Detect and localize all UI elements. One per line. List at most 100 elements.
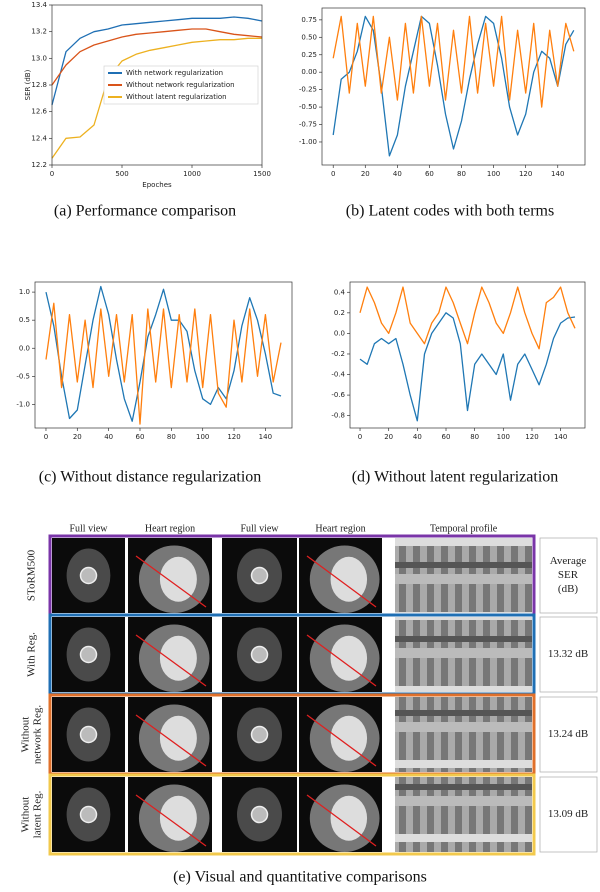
y-tick-label: 0.5 — [19, 316, 30, 324]
x-tick-label: 40 — [413, 433, 422, 441]
y-tick-label: 1.0 — [19, 288, 30, 296]
ser-value: 13.32 dB — [548, 648, 588, 660]
x-tick-label: 20 — [361, 170, 370, 178]
y-tick-label: 0.4 — [334, 288, 346, 296]
plot-frame — [34, 281, 293, 429]
column-header: Heart region — [315, 523, 365, 534]
series-line — [359, 312, 576, 422]
y-tick-label: -0.50 — [299, 103, 317, 111]
x-tick-label: 140 — [551, 170, 564, 178]
profile-line — [306, 714, 377, 767]
series-line — [51, 16, 263, 106]
ser-cell — [539, 776, 598, 853]
x-tick-label: 140 — [554, 433, 567, 441]
heart-chamber — [330, 556, 368, 602]
y-tick-label: 12.4 — [31, 134, 47, 142]
y-tick-label: 13.2 — [31, 28, 47, 36]
temporal-profile — [395, 538, 532, 613]
y-tick-label: 0.0 — [19, 344, 30, 352]
heart-chamber — [159, 795, 197, 841]
column-header: Temporal profile — [430, 523, 498, 534]
mri-heart — [79, 805, 98, 824]
column-header: Full view — [240, 523, 279, 534]
x-axis-label: Epoches — [142, 181, 172, 189]
y-tick-label: 13.4 — [31, 1, 47, 9]
x-tick-label: 0 — [44, 433, 48, 441]
mri-heart — [250, 645, 269, 664]
profile-line — [306, 555, 377, 608]
row-border — [48, 773, 536, 856]
mri-heart — [79, 566, 98, 585]
legend-label: With network regularization — [126, 69, 223, 77]
heart-chamber — [159, 635, 197, 681]
column-header: Heart region — [145, 523, 195, 534]
legend-label: Without network regularization — [126, 81, 235, 89]
column-header: Full view — [69, 523, 108, 534]
y-tick-label: 12.2 — [31, 161, 47, 169]
x-tick-label: 140 — [259, 433, 272, 441]
series-line — [51, 28, 263, 86]
x-tick-label: 0 — [358, 433, 362, 441]
ser-cell — [539, 696, 598, 773]
y-tick-label: 0.50 — [301, 33, 317, 41]
plot-frame — [349, 281, 586, 429]
caption: (c) Without distance regularization — [39, 469, 262, 486]
y-tick-label: -0.2 — [331, 350, 345, 358]
heart-chamber — [159, 556, 197, 602]
y-tick-label: 0.0 — [334, 329, 345, 337]
x-tick-label: 0 — [331, 170, 335, 178]
y-tick-label: -1.00 — [299, 138, 317, 146]
mri-heart — [250, 725, 269, 744]
series-line — [332, 15, 575, 157]
x-tick-label: 80 — [167, 433, 176, 441]
caption: (e) Visual and quantitative comparisons — [173, 869, 427, 886]
series-line — [359, 286, 576, 350]
legend-box — [103, 65, 259, 105]
heart-chamber — [159, 715, 197, 761]
y-tick-label: -0.4 — [331, 371, 345, 379]
x-tick-label: 120 — [227, 433, 240, 441]
plot-frame — [51, 4, 263, 166]
ser-header: SER — [558, 569, 579, 581]
series-line — [51, 37, 262, 159]
y-tick-label: -0.5 — [16, 372, 30, 380]
series-line — [332, 15, 575, 108]
y-tick-label: -0.25 — [299, 86, 317, 94]
x-tick-label: 60 — [425, 170, 434, 178]
x-tick-label: 20 — [384, 433, 393, 441]
y-tick-label: 0.25 — [301, 51, 317, 59]
row-label: network Reg. — [32, 705, 44, 765]
profile-line — [135, 555, 207, 608]
y-tick-label: 12.6 — [31, 108, 47, 116]
x-tick-label: 100 — [497, 433, 510, 441]
y-tick-label: -0.75 — [299, 121, 317, 129]
x-tick-label: 120 — [519, 170, 532, 178]
x-tick-label: 80 — [457, 170, 466, 178]
profile-line — [306, 634, 377, 687]
x-tick-label: 1000 — [183, 170, 201, 178]
mri-heart — [79, 725, 98, 744]
x-tick-label: 60 — [136, 433, 145, 441]
y-tick-label: 0.2 — [334, 309, 345, 317]
y-tick-label: -1.0 — [16, 400, 30, 408]
row-label: Without — [20, 797, 32, 833]
y-tick-label: 0.75 — [301, 16, 317, 24]
y-tick-label: 13.0 — [31, 54, 47, 62]
profile-line — [135, 634, 207, 687]
series-line — [45, 302, 282, 425]
x-tick-label: 40 — [104, 433, 113, 441]
x-tick-label: 500 — [115, 170, 128, 178]
y-tick-label: -0.8 — [331, 412, 345, 420]
x-tick-label: 1500 — [253, 170, 271, 178]
row-label: With Reg. — [26, 632, 38, 677]
ser-cell — [539, 537, 598, 614]
ser-value: 13.24 dB — [548, 728, 588, 740]
x-tick-label: 80 — [470, 433, 479, 441]
x-tick-label: 60 — [442, 433, 451, 441]
row-label: SToRM500 — [26, 549, 38, 601]
caption: (a) Performance comparison — [54, 203, 236, 220]
temporal-profile — [395, 697, 532, 772]
profile-line — [135, 714, 207, 767]
ser-header: (dB) — [558, 583, 579, 595]
